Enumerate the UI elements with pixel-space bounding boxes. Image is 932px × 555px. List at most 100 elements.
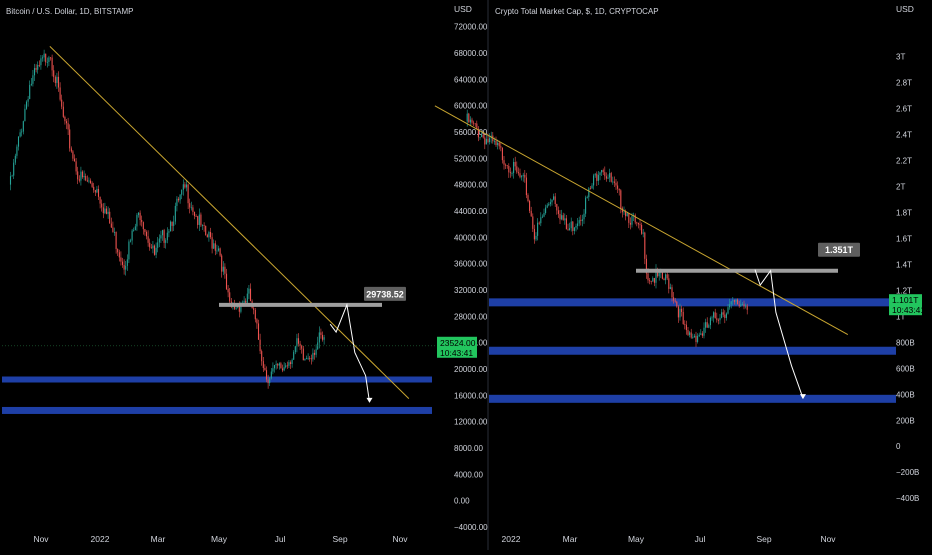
candle-body — [160, 235, 162, 239]
candle-body — [109, 211, 111, 224]
candle-body — [607, 177, 609, 179]
price-tick-label: −200B — [896, 468, 919, 477]
candle-body — [278, 363, 280, 366]
candle-body — [508, 165, 510, 173]
candle-body — [468, 113, 470, 123]
candle-body — [661, 271, 663, 279]
candle-body — [14, 155, 16, 163]
candle-body — [54, 77, 56, 83]
candle-body — [597, 175, 599, 181]
total-market-cap-chart-panel[interactable]: 1.351T 3T 2.8T 2.6T 2.4T 2.2T 2T 1.8T 1.6T 1.4T 1… — [434, 4, 925, 544]
candle-body — [714, 312, 716, 319]
candle-body — [275, 364, 277, 366]
candle-body — [477, 128, 479, 138]
btc-projection-path[interactable] — [329, 303, 370, 402]
candle-body — [605, 176, 607, 179]
candle-body — [567, 229, 569, 231]
candle-body — [216, 250, 218, 252]
candle-body — [503, 160, 505, 165]
candle-body — [613, 181, 615, 183]
candle-body — [703, 327, 705, 336]
candle-body — [580, 220, 582, 221]
candle-body — [94, 190, 96, 193]
candle-body — [173, 221, 175, 226]
candle-body — [305, 358, 308, 360]
price-tick-label: 68000.00 — [454, 49, 488, 58]
candle-body — [532, 216, 534, 229]
candle-body — [33, 68, 36, 76]
time-tick-label: 2022 — [502, 534, 521, 544]
candle-body — [49, 57, 52, 59]
btc-trendline[interactable] — [49, 45, 410, 399]
candle-body — [629, 222, 631, 225]
total-cap-projection-path[interactable] — [754, 269, 804, 399]
support-zone[interactable] — [2, 376, 432, 383]
candle-body — [169, 221, 172, 232]
candle-body — [280, 363, 282, 369]
candle-body — [313, 352, 316, 355]
candle-body — [120, 257, 122, 262]
candle-body — [570, 221, 572, 229]
price-tick-label: 0 — [896, 442, 901, 451]
total-cap-current-price-badge: 1.101T 10:43:41 — [889, 294, 925, 316]
candle-body — [581, 219, 583, 221]
candle-body — [610, 173, 612, 182]
total-cap-time-axis[interactable]: 2022 Mar May Jul Sep Nov — [502, 534, 837, 544]
total-cap-trendline[interactable] — [434, 105, 849, 335]
candle-body — [141, 219, 143, 223]
candle-body — [86, 180, 88, 182]
candle-body — [195, 215, 197, 217]
support-zone[interactable] — [489, 298, 896, 307]
candle-body — [527, 195, 529, 202]
candle-body — [562, 215, 564, 221]
candle-body — [474, 123, 476, 125]
candle-body — [102, 207, 104, 214]
candle-body — [469, 119, 471, 123]
candle-body — [29, 84, 31, 100]
candle-body — [309, 357, 311, 359]
candle-body — [121, 261, 124, 265]
price-tick-label: 600B — [896, 364, 915, 373]
price-tick-label: 3T — [896, 52, 905, 61]
candle-body — [22, 121, 24, 132]
btc-time-axis[interactable]: Nov 2022 Mar May Jul Sep Nov — [33, 534, 408, 544]
candle-body — [743, 304, 745, 307]
candle-body — [67, 123, 69, 130]
candle-body — [56, 76, 58, 83]
candle-body — [601, 170, 603, 173]
candle-body — [126, 259, 128, 266]
candle-body — [185, 184, 188, 188]
candle-body — [626, 213, 628, 217]
price-tick-label: 16000.00 — [454, 391, 488, 400]
candle-body — [495, 140, 497, 146]
btc-level-label[interactable]: 29738.52 — [364, 286, 406, 301]
candle-body — [599, 172, 601, 176]
candle-body — [479, 137, 481, 138]
time-tick-label: 2022 — [91, 534, 110, 544]
support-zone[interactable] — [489, 346, 896, 355]
support-zone[interactable] — [2, 406, 432, 414]
candle-body — [249, 288, 252, 302]
candle-body — [137, 212, 140, 216]
candle-body — [257, 323, 260, 340]
support-zone[interactable] — [489, 394, 896, 403]
candle-body — [733, 300, 735, 302]
candle-body — [155, 247, 157, 255]
candle-body — [307, 357, 309, 359]
bitcoin-chart-panel[interactable]: 29738.52 72000.00 68000.00 64000.00 60000.0… — [2, 4, 488, 544]
candle-body — [192, 207, 194, 212]
candle-body — [639, 224, 641, 226]
candle-body — [684, 324, 686, 325]
total-cap-price-axis[interactable]: 3T 2.8T 2.6T 2.4T 2.2T 2T 1.8T 1.6T 1.4T 1.2T 1T 80… — [896, 52, 919, 503]
price-tick-label: 52000.00 — [454, 154, 488, 163]
btc-price-axis[interactable]: 72000.00 68000.00 64000.00 60000.00 56000.00… — [454, 23, 488, 532]
candle-body — [139, 212, 141, 220]
candle-body — [524, 174, 526, 178]
candle-body — [583, 213, 585, 220]
candle-body — [727, 307, 729, 314]
candle-body — [676, 301, 678, 307]
total-cap-level-label[interactable]: 1.351T — [818, 242, 860, 257]
candle-body — [677, 306, 679, 318]
candle-body — [32, 75, 34, 84]
